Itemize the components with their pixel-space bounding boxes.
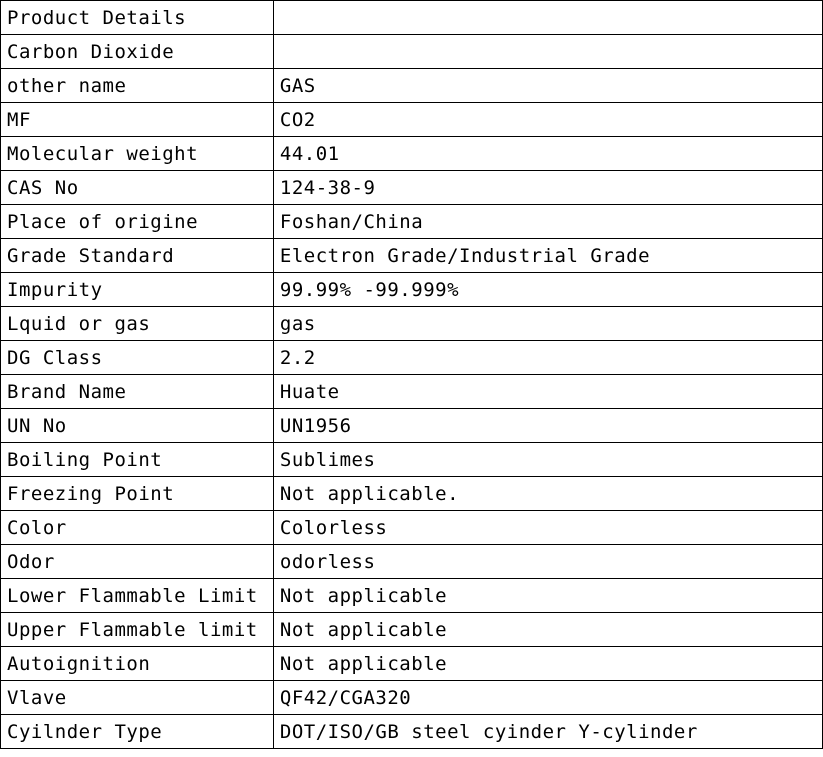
table-row: CAS No124-38-9 [1,171,823,205]
row-label: Lower Flammable Limit [1,579,274,613]
row-value: 99.99% -99.999% [273,273,822,307]
row-value: Huate [273,375,822,409]
table-row: Odorodorless [1,545,823,579]
row-value: Electron Grade/Industrial Grade [273,239,822,273]
row-label: UN No [1,409,274,443]
product-details-table: Product Details Carbon Dioxide other nam… [0,0,823,749]
row-value [273,35,822,69]
table-row: MFCO2 [1,103,823,137]
row-label: Product Details [1,1,274,35]
row-value: 44.01 [273,137,822,171]
row-value: 124-38-9 [273,171,822,205]
row-value: Not applicable [273,613,822,647]
table-row: Freezing Point Not applicable. [1,477,823,511]
row-value: Foshan/China [273,205,822,239]
row-label: Cyilnder Type [1,715,274,749]
table-row: AutoignitionNot applicable [1,647,823,681]
row-label: Upper Flammable limit [1,613,274,647]
row-label: Color [1,511,274,545]
table-row: DG Class2.2 [1,341,823,375]
table-row: Molecular weight44.01 [1,137,823,171]
row-label: DG Class [1,341,274,375]
row-value: QF42/CGA320 [273,681,822,715]
table-row: Brand NameHuate [1,375,823,409]
row-label: Boiling Point [1,443,274,477]
table-row: Lquid or gasgas [1,307,823,341]
table-row: Impurity99.99% -99.999% [1,273,823,307]
row-label: MF [1,103,274,137]
row-label: Brand Name [1,375,274,409]
row-value: Sublimes [273,443,822,477]
table-row: Grade StandardElectron Grade/Industrial … [1,239,823,273]
row-label: Grade Standard [1,239,274,273]
row-value: UN1956 [273,409,822,443]
row-value: Not applicable. [273,477,822,511]
table-row: Carbon Dioxide [1,35,823,69]
row-label: Vlave [1,681,274,715]
row-value: DOT/ISO/GB steel cyinder Y-cylinder [273,715,822,749]
row-value: odorless [273,545,822,579]
row-value: gas [273,307,822,341]
row-label: Molecular weight [1,137,274,171]
row-value: GAS [273,69,822,103]
row-label: CAS No [1,171,274,205]
row-label: Autoignition [1,647,274,681]
row-label: Impurity [1,273,274,307]
row-label: Odor [1,545,274,579]
row-label: Place of origine [1,205,274,239]
table-row: Lower Flammable LimitNot applicable [1,579,823,613]
table-row: Place of origineFoshan/China [1,205,823,239]
row-value: Not applicable [273,579,822,613]
table-row: other nameGAS [1,69,823,103]
table-row: Cyilnder TypeDOT/ISO/GB steel cyinder Y-… [1,715,823,749]
table-row: UN NoUN1956 [1,409,823,443]
row-value: Not applicable [273,647,822,681]
row-value: CO2 [273,103,822,137]
table-body: Product Details Carbon Dioxide other nam… [1,1,823,749]
row-label: other name [1,69,274,103]
table-row: Product Details [1,1,823,35]
row-label: Freezing Point [1,477,274,511]
table-row: ColorColorless [1,511,823,545]
table-row: VlaveQF42/CGA320 [1,681,823,715]
row-label: Carbon Dioxide [1,35,274,69]
table-row: Boiling Point Sublimes [1,443,823,477]
row-value: Colorless [273,511,822,545]
row-value: 2.2 [273,341,822,375]
row-value [273,1,822,35]
row-label: Lquid or gas [1,307,274,341]
table-row: Upper Flammable limitNot applicable [1,613,823,647]
